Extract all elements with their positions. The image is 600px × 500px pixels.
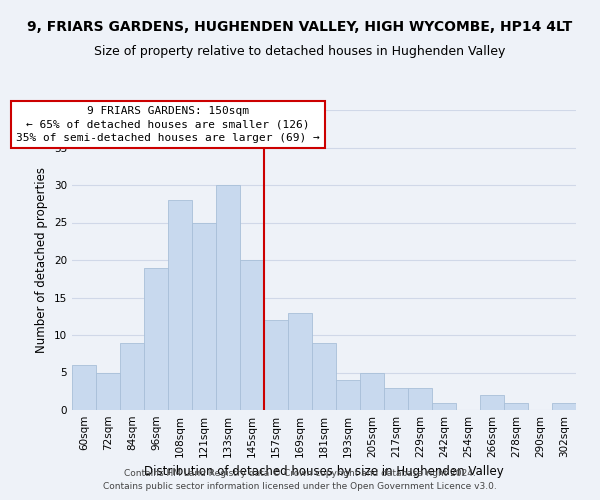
Bar [216,185,240,410]
Bar [96,372,120,410]
X-axis label: Distribution of detached houses by size in Hughenden Valley: Distribution of detached houses by size … [144,466,504,478]
Y-axis label: Number of detached properties: Number of detached properties [35,167,49,353]
Text: Contains HM Land Registry data © Crown copyright and database right 2024.: Contains HM Land Registry data © Crown c… [124,468,476,477]
Bar [504,402,528,410]
Text: 9 FRIARS GARDENS: 150sqm
← 65% of detached houses are smaller (126)
35% of semi-: 9 FRIARS GARDENS: 150sqm ← 65% of detach… [16,106,320,142]
Bar [264,320,288,410]
Text: 9, FRIARS GARDENS, HUGHENDEN VALLEY, HIGH WYCOMBE, HP14 4LT: 9, FRIARS GARDENS, HUGHENDEN VALLEY, HIG… [28,20,572,34]
Bar [120,342,144,410]
Bar [552,402,576,410]
Bar [336,380,360,410]
Bar [408,388,432,410]
Bar [288,312,312,410]
Bar [168,200,192,410]
Text: Contains public sector information licensed under the Open Government Licence v3: Contains public sector information licen… [103,482,497,491]
Bar [312,342,336,410]
Bar [432,402,456,410]
Bar [360,372,384,410]
Bar [240,260,264,410]
Bar [144,268,168,410]
Bar [384,388,408,410]
Bar [480,395,504,410]
Bar [192,222,216,410]
Text: Size of property relative to detached houses in Hughenden Valley: Size of property relative to detached ho… [94,45,506,58]
Bar [72,365,96,410]
